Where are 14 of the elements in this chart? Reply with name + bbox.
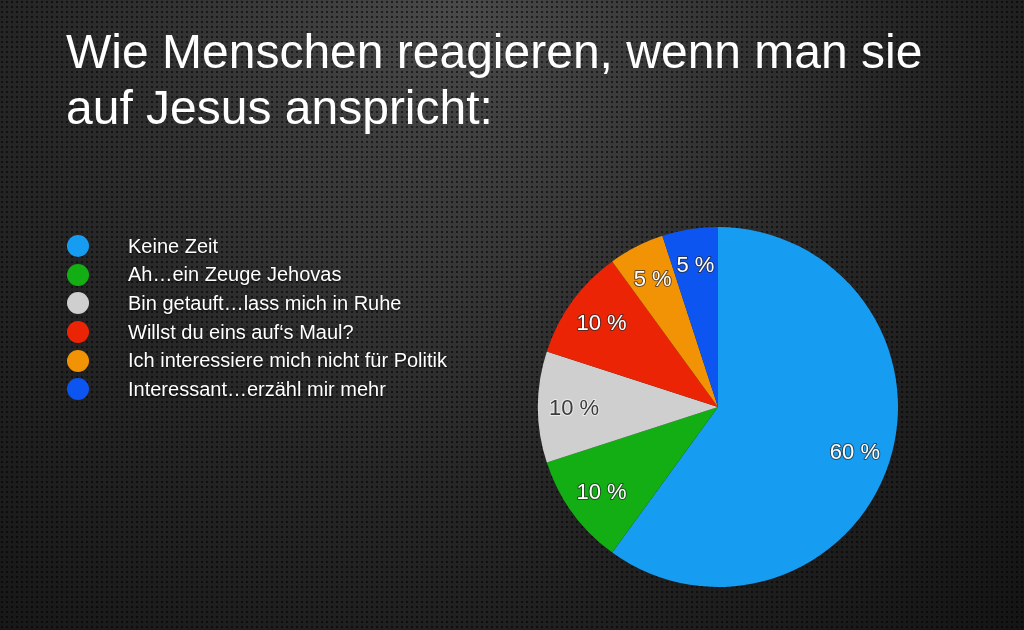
chart-title: Wie Menschen reagieren, wenn man sie auf Jesus anspricht: [66, 24, 924, 136]
data-label: 5 % [676, 252, 715, 278]
legend-label: Keine Zeit [128, 234, 219, 258]
legend-label: Interessant…erzähl mir mehr [128, 377, 386, 401]
data-label: 60 % [829, 439, 881, 464]
data-label: 5 % [633, 266, 672, 292]
data-label: 10 % [576, 309, 627, 335]
legend-label: Bin getauft…lass mich in Ruhe [128, 291, 402, 315]
pie-slice [538, 351, 718, 463]
legend-label: Ich interessiere mich nicht für Politik [128, 349, 448, 373]
legend-label: Ah…ein Zeuge Jehovas [128, 263, 342, 287]
legend-label: Willst du eins auf‘s Maul? [128, 320, 354, 344]
data-label: 10 % [576, 479, 627, 505]
data-label: 10 % [548, 394, 600, 420]
